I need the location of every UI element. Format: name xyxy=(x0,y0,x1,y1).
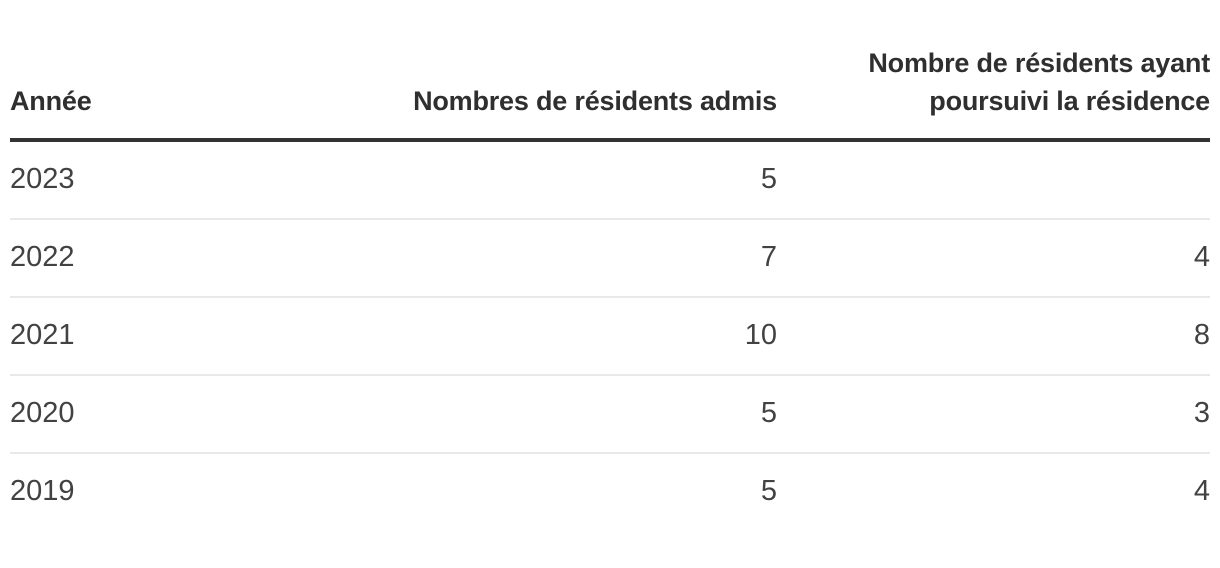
table-row: 2022 7 4 xyxy=(10,219,1210,298)
cell-poursuivi: 3 xyxy=(777,375,1210,454)
column-header-annee: Année xyxy=(10,0,370,142)
cell-poursuivi: 4 xyxy=(1193,475,1210,507)
table-row: 2019 5 4 xyxy=(10,453,1210,530)
header-row: Année Nombres de résidents admis Nombre … xyxy=(10,0,1210,142)
table-row: 2020 5 3 xyxy=(10,375,1210,454)
column-header-residents-poursuivi: Nombre de résidents ayant poursuivi la r… xyxy=(777,0,1210,142)
cell-year: 2023 xyxy=(10,140,370,220)
cell-year: 2022 xyxy=(10,219,370,298)
cell-year: 2021 xyxy=(10,297,370,376)
table-body: 2023 5 2022 7 4 2021 10 8 2020 5 3 2019 xyxy=(10,140,1210,530)
cell-poursuivi: 8 xyxy=(777,297,1210,376)
cell-admis: 7 xyxy=(370,219,777,298)
table-header: Année Nombres de résidents admis Nombre … xyxy=(10,0,1210,142)
cell-poursuivi: 4 xyxy=(777,219,1210,298)
cell-admis: 5 xyxy=(760,475,777,507)
table-row: 2021 10 8 xyxy=(10,297,1210,376)
cell-admis: 5 xyxy=(370,140,777,220)
cell-year: 2020 xyxy=(10,375,370,454)
residents-table: Année Nombres de résidents admis Nombre … xyxy=(10,0,1210,530)
cell-poursuivi xyxy=(777,140,1210,220)
cell-admis: 10 xyxy=(370,297,777,376)
table-row: 2023 5 xyxy=(10,140,1210,220)
cell-year: 2019 xyxy=(10,475,75,507)
cell-admis: 5 xyxy=(370,375,777,454)
column-header-residents-admis: Nombres de résidents admis xyxy=(370,0,777,142)
